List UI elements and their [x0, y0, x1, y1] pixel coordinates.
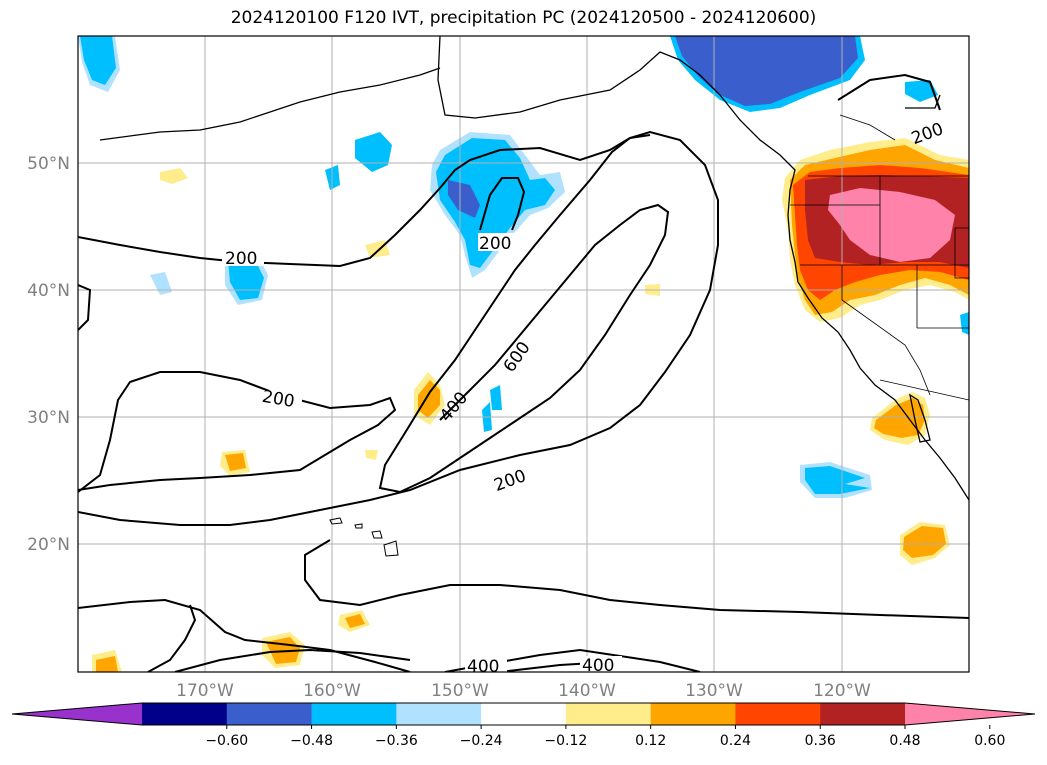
map-title: 2024120100 F120 IVT, precipitation PC (2…: [230, 8, 817, 28]
lon-label: 150°W: [431, 681, 489, 701]
colorbar-bin: [142, 703, 228, 725]
lon-label: 170°W: [176, 681, 234, 701]
gridlines: [78, 36, 969, 672]
colorbar-bin: [650, 703, 736, 725]
colorbar-tick-label: 0.60: [974, 733, 1005, 749]
colorbar-bin: [311, 703, 397, 725]
lat-label: 50°N: [27, 154, 70, 174]
colorbar-tick-label: 0.24: [720, 733, 751, 749]
colorbar-bin: [396, 703, 482, 725]
colorbar-tick-label: 0.48: [889, 733, 920, 749]
lon-label: 160°W: [303, 681, 361, 701]
colorbar-tick-label: −0.36: [375, 733, 418, 749]
colorbar-bin: [226, 703, 313, 725]
colorbar-extend-low: [12, 703, 142, 725]
contour-label: 200: [479, 234, 511, 254]
colorbar-tick-label: 0.36: [805, 733, 836, 749]
colorbar-tick-label: −0.24: [460, 733, 503, 749]
colorbar-tick-label: −0.12: [544, 733, 587, 749]
contour-label: 600: [500, 338, 535, 376]
map-area: 200 200 200 200 400 600 200 400 400: [78, 36, 969, 677]
lat-tick-labels: 50°N 40°N 30°N 20°N: [27, 154, 70, 555]
coastlines: [99, 36, 969, 501]
lat-label: 40°N: [27, 281, 70, 301]
lat-label: 20°N: [27, 535, 70, 555]
lon-label: 130°W: [685, 681, 743, 701]
colorbar-extend-high: [905, 703, 1035, 725]
colorbar-bin: [481, 703, 567, 725]
hawaii-islands: [329, 517, 399, 557]
lon-label: 120°W: [813, 681, 871, 701]
contour-label: 200: [225, 249, 257, 269]
colorbar-bin: [565, 703, 652, 725]
colorbar-tick-label: −0.60: [205, 733, 248, 749]
colorbar: −0.60 −0.48 −0.36 −0.24 −0.12 0.12 0.24 0.36 0.4…: [11, 702, 1036, 749]
lon-label: 140°W: [558, 681, 616, 701]
contour-label: 200: [261, 387, 296, 412]
precip-shading: [78, 36, 969, 672]
colorbar-bin: [820, 703, 906, 725]
contour-label: 400: [582, 656, 614, 676]
colorbar-bin: [735, 703, 821, 725]
contour-label: 400: [467, 657, 499, 677]
map-frame: [77, 35, 970, 673]
state-borders: [790, 114, 969, 401]
lon-tick-labels: 170°W 160°W 150°W 140°W 130°W 120°W: [176, 681, 871, 701]
colorbar-outline: [11, 702, 1036, 726]
colorbar-tick-label: −0.48: [290, 733, 333, 749]
colorbar-tick-label: 0.12: [635, 733, 666, 749]
lat-label: 30°N: [27, 408, 70, 428]
ivt-contours: [78, 73, 969, 672]
